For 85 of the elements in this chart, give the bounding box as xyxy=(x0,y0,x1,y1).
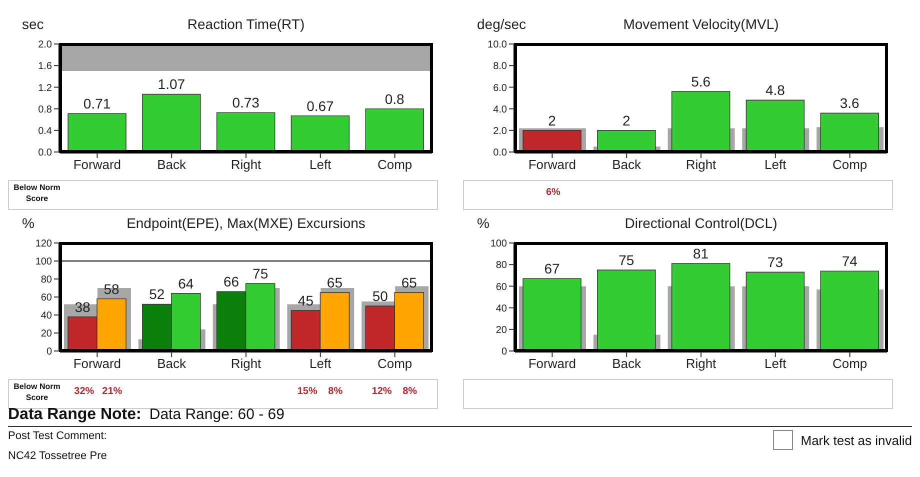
y-tick-label: 100 xyxy=(35,256,52,268)
x-tick-label: Comp xyxy=(832,157,868,172)
y-tick-label: 0.0 xyxy=(493,148,508,159)
x-tick-label: Forward xyxy=(528,157,576,172)
data-label: 38 xyxy=(74,298,91,315)
text: Post Test Comment: xyxy=(8,430,107,442)
y-axis-title: % xyxy=(22,215,34,231)
y-tick-label: 80 xyxy=(496,260,508,272)
text: Mark test as invalid xyxy=(800,432,912,448)
x-tick-label: Forward xyxy=(73,157,122,172)
y-tick-label: 40 xyxy=(496,303,508,314)
data-label: 52 xyxy=(149,286,165,302)
y-tick-label: 1.2 xyxy=(38,82,52,94)
data-label: 65 xyxy=(401,274,418,290)
y-tick-label: 60 xyxy=(496,282,508,293)
x-tick-label: Left xyxy=(310,356,332,372)
x-tick-label: Left xyxy=(764,157,787,172)
data-label: 0.67 xyxy=(306,98,334,114)
x-tick-label: Right xyxy=(230,157,262,172)
y-tick-label: 10.0 xyxy=(488,40,508,51)
text: NC42 Tossetree Pre xyxy=(8,450,108,462)
chart-title: Directional Control(DCL) xyxy=(624,215,778,231)
data-label: 50 xyxy=(372,288,388,304)
y-tick-label: 1.6 xyxy=(38,61,52,72)
data-label: 0.71 xyxy=(83,96,111,112)
y-axis-title: deg/sec xyxy=(477,16,526,32)
x-tick-label: Left xyxy=(764,356,787,372)
y-tick-label: 0 xyxy=(46,346,52,358)
y-tick-label: 4.0 xyxy=(493,104,508,116)
y-tick-label: 60 xyxy=(40,292,52,304)
x-tick-label: Comp xyxy=(377,157,412,172)
score-box: 6% xyxy=(463,180,893,210)
y-tick-label: 20 xyxy=(496,324,508,336)
score-box: Below Norm Score 32% 21% 15% 8% 12% 8% xyxy=(8,379,438,409)
data-label: 1.07 xyxy=(158,76,186,92)
y-tick-label: 100 xyxy=(490,238,508,250)
data-label: 5.6 xyxy=(691,74,711,90)
x-tick-label: Left xyxy=(310,157,332,172)
y-tick-label: 20 xyxy=(40,328,52,340)
y-tick-label: 120 xyxy=(35,238,52,250)
data-label: 2 xyxy=(622,112,631,128)
data-label: 73 xyxy=(767,254,784,270)
x-tick-label: Comp xyxy=(377,356,412,372)
y-tick-label: 0 xyxy=(501,346,508,358)
x-tick-label: Forward xyxy=(73,356,122,372)
y-axis-title: sec xyxy=(22,16,44,32)
data-label: 66 xyxy=(224,274,240,290)
data-label: 0.8 xyxy=(384,90,405,107)
data-label: 45 xyxy=(298,292,314,308)
y-tick-label: 0.4 xyxy=(38,126,52,137)
data-label: 65 xyxy=(326,274,343,290)
x-tick-label: Back xyxy=(612,157,642,172)
y-tick-label: 8.0 xyxy=(493,61,508,72)
y-tick-label: 6.0 xyxy=(493,82,508,94)
y-tick-label: 80 xyxy=(40,274,52,286)
data-label: 4.8 xyxy=(765,82,786,98)
chart-title: Movement Velocity(MVL) xyxy=(623,16,779,32)
x-tick-label: Right xyxy=(230,356,262,372)
x-tick-label: Back xyxy=(157,356,187,372)
chart-title: Endpoint(EPE), Max(MXE) Excursions xyxy=(126,215,366,231)
y-tick-label: 2.0 xyxy=(493,126,508,137)
data-label: 67 xyxy=(544,260,560,277)
y-tick-label: 40 xyxy=(40,310,52,322)
x-tick-label: Right xyxy=(686,157,717,172)
score-box: Below Norm Score xyxy=(8,180,438,210)
data-label: 75 xyxy=(618,252,634,268)
data-label: 81 xyxy=(693,246,709,262)
text: Data Range Note: xyxy=(8,406,142,423)
data-label: 3.6 xyxy=(840,95,860,112)
y-axis-title: % xyxy=(477,215,490,231)
y-tick-label: 0.8 xyxy=(38,104,52,116)
x-tick-label: Back xyxy=(612,356,642,372)
data-label: 74 xyxy=(842,253,858,270)
data-label: 75 xyxy=(252,266,268,282)
x-tick-label: Back xyxy=(157,157,187,172)
x-tick-label: Forward xyxy=(528,356,576,372)
x-tick-label: Comp xyxy=(832,356,868,372)
y-tick-label: 0.0 xyxy=(38,148,52,159)
x-tick-label: Right xyxy=(686,356,717,372)
data-label: 0.73 xyxy=(232,94,260,111)
data-label: 2 xyxy=(548,112,556,128)
data-label: 64 xyxy=(178,275,194,292)
y-tick-label: 2.0 xyxy=(38,40,52,51)
chart-title: Reaction Time(RT) xyxy=(186,16,306,32)
text: Data Range: 60 - 69 xyxy=(149,406,284,423)
